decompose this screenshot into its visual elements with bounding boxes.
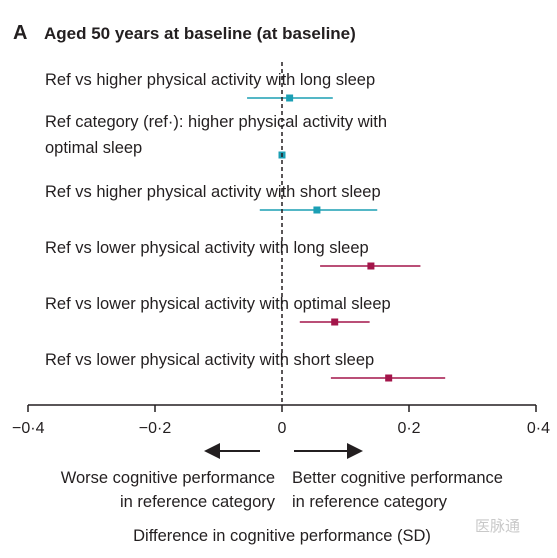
forest-rows: Ref vs higher physical activity with lon… bbox=[45, 71, 446, 382]
x-tick-label: 0·4 bbox=[527, 420, 550, 437]
row-label: Ref vs lower physical activity with long… bbox=[45, 239, 369, 257]
right-arrow-icon bbox=[347, 443, 363, 459]
x-axis-label: Difference in cognitive performance (SD) bbox=[133, 527, 431, 545]
point-estimate bbox=[385, 374, 393, 382]
left-arrow-icon bbox=[204, 443, 220, 459]
forest-row-3: Ref vs higher physical activity with sho… bbox=[45, 183, 381, 214]
point-estimate bbox=[367, 262, 375, 270]
panel-title: Aged 50 years at baseline (at baseline) bbox=[44, 24, 356, 43]
watermark-logo: 医脉通 bbox=[475, 518, 520, 535]
row-label: Ref vs higher physical activity with sho… bbox=[45, 183, 381, 201]
direction-left-line-1: Worse cognitive performance bbox=[61, 469, 275, 487]
x-axis: −0·4 −0·2 0 0·2 0·4 bbox=[12, 404, 550, 437]
forest-row-5: Ref vs lower physical activity with opti… bbox=[45, 295, 391, 326]
panel-letter: A bbox=[13, 22, 27, 44]
row-label: Ref vs lower physical activity with shor… bbox=[45, 351, 374, 369]
row-label: Ref vs lower physical activity with opti… bbox=[45, 295, 391, 313]
row-label: Ref category (ref·): higher physical act… bbox=[45, 113, 387, 131]
point-estimate bbox=[313, 206, 321, 214]
row-label: optimal sleep bbox=[45, 139, 142, 157]
x-tick-label: −0·2 bbox=[139, 420, 172, 437]
point-estimate bbox=[331, 318, 339, 326]
x-tick-label: 0·2 bbox=[397, 420, 420, 437]
x-tick-label: −0·4 bbox=[12, 420, 45, 437]
direction-annotations: Worse cognitive performance in reference… bbox=[61, 443, 503, 511]
forest-row-1: Ref vs higher physical activity with lon… bbox=[45, 71, 375, 102]
direction-right-line-1: Better cognitive performance bbox=[292, 469, 503, 487]
forest-row-2: Ref category (ref·): higher physical act… bbox=[45, 113, 387, 159]
direction-right-line-2: in reference category bbox=[292, 493, 448, 511]
row-label: Ref vs higher physical activity with lon… bbox=[45, 71, 375, 89]
direction-left-line-2: in reference category bbox=[120, 493, 276, 511]
point-estimate bbox=[286, 94, 294, 102]
x-tick-label: 0 bbox=[278, 420, 287, 437]
forest-row-6: Ref vs lower physical activity with shor… bbox=[45, 351, 446, 382]
forest-row-4: Ref vs lower physical activity with long… bbox=[45, 239, 421, 270]
